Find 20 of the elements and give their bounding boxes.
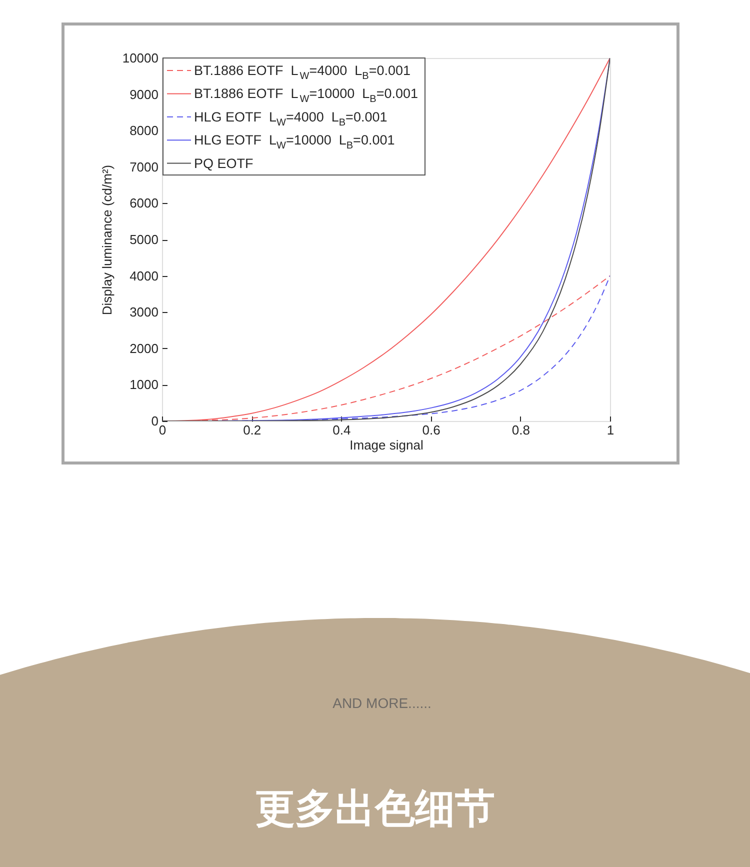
legend-label: PQ EOTF xyxy=(194,156,254,171)
x-axis-title: Image signal xyxy=(350,438,424,452)
y-tick-label: 10000 xyxy=(122,50,158,66)
x-tick-label: 1 xyxy=(606,422,614,438)
x-tick-label: 0.6 xyxy=(422,422,440,438)
y-tick-label: 4000 xyxy=(130,268,158,284)
y-tick-label: 5000 xyxy=(130,232,158,247)
y-tick-label: 1000 xyxy=(130,377,158,392)
y-tick-label: 8000 xyxy=(130,123,158,138)
y-tick-label: 2000 xyxy=(130,340,158,356)
x-tick-label: 0.4 xyxy=(332,422,351,438)
y-tick-label: 3000 xyxy=(130,304,158,320)
x-tick-label: 0.8 xyxy=(512,422,530,438)
y-tick-label: 7000 xyxy=(130,159,158,174)
text: AND MORE...... xyxy=(332,695,432,711)
y-axis-title: Display luminance (cd/m²) xyxy=(99,164,114,316)
text: 更多出色细节 xyxy=(255,786,495,832)
x-tick-label: 0.2 xyxy=(243,422,262,438)
y-tick-label: 6000 xyxy=(130,196,158,211)
y-tick-label: 9000 xyxy=(130,86,158,102)
